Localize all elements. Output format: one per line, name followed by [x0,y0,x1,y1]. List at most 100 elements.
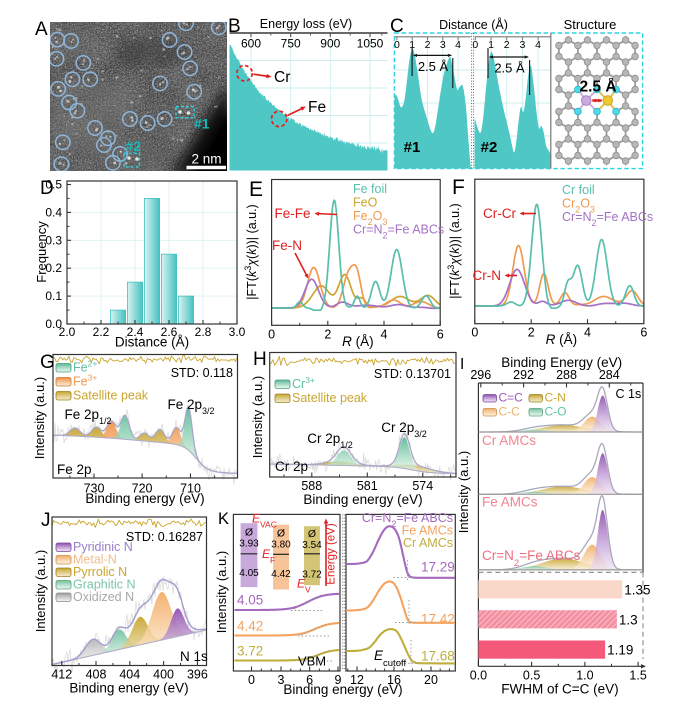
svg-text:12: 12 [350,673,364,687]
svg-text:588: 588 [301,479,322,493]
svg-text:710: 710 [180,482,201,496]
svg-text:1: 1 [409,39,415,51]
svg-text:C=C: C=C [499,391,524,405]
svg-text:17.29: 17.29 [421,560,455,575]
svg-text:|FT(k3χ(k))| (a.u.): |FT(k3χ(k))| (a.u.) [243,204,259,299]
svg-text:EF: EF [262,547,275,565]
svg-text:3.80: 3.80 [271,540,291,551]
svg-text:|FT(k3χ(k))| (a.u.): |FT(k3χ(k))| (a.u.) [446,203,462,298]
svg-text:412: 412 [51,668,72,682]
svg-text:Ecutoff: Ecutoff [374,648,406,669]
svg-text:E: E [249,178,263,201]
svg-text:2.5 Å: 2.5 Å [418,59,449,74]
svg-text:581: 581 [357,479,378,493]
svg-text:Cr foil: Cr foil [562,183,595,197]
svg-text:Intensity (a.u.): Intensity (a.u.) [32,377,47,459]
svg-text:Fe2O3: Fe2O3 [353,209,387,227]
svg-text:Pyridinic N: Pyridinic N [73,540,133,554]
svg-text:2.8: 2.8 [195,325,212,339]
svg-text:1.5: 1.5 [629,669,646,683]
svg-text:Binding energy (eV): Binding energy (eV) [303,492,422,507]
svg-text:Cr=N2=Fe ABCs: Cr=N2=Fe ABCs [353,223,444,241]
svg-text:2.4: 2.4 [127,325,144,339]
svg-text:Intensity (a.u.): Intensity (a.u.) [214,551,229,633]
svg-text:Distance (Å): Distance (Å) [439,17,508,32]
svg-text:3.93: 3.93 [239,539,259,550]
svg-text:0: 0 [472,39,478,51]
svg-text:720: 720 [132,482,153,496]
svg-text:#2: #2 [481,139,498,156]
svg-text:Ø: Ø [245,527,253,539]
svg-text:Fe foil: Fe foil [353,182,387,196]
svg-text:K: K [218,510,229,528]
svg-text:Fe AMCs: Fe AMCs [482,495,538,510]
svg-text:2: 2 [504,39,510,51]
svg-text:Energy (eV): Energy (eV) [326,523,338,585]
svg-text:900: 900 [320,37,340,51]
svg-text:C-O: C-O [545,405,567,419]
svg-text:4: 4 [535,39,541,51]
svg-text:3.72: 3.72 [237,644,263,659]
svg-text:2 nm: 2 nm [191,152,221,167]
svg-text:STD: 0.16287: STD: 0.16287 [126,530,203,544]
svg-text:292: 292 [513,368,534,382]
svg-text:Pyrrolic N: Pyrrolic N [73,565,127,579]
svg-text:Binding energy (eV): Binding energy (eV) [69,681,188,696]
svg-text:Binding energy (eV): Binding energy (eV) [85,491,204,506]
svg-text:3: 3 [278,673,285,687]
svg-text:2.5 Å: 2.5 Å [579,79,616,96]
svg-text:1.0: 1.0 [576,669,593,683]
svg-text:Distance (Å): Distance (Å) [115,335,189,350]
svg-text:0.4: 0.4 [45,205,62,219]
svg-text:1.3: 1.3 [619,613,638,628]
svg-text:600: 600 [241,37,261,51]
svg-text:Cr=N2=Fe ABCs: Cr=N2=Fe ABCs [562,210,653,228]
svg-text:2.5 Å: 2.5 Å [494,61,525,76]
svg-text:0.5: 0.5 [45,178,62,192]
svg-text:Cr=N2=Fe ABCs: Cr=N2=Fe ABCs [362,511,453,529]
svg-text:FeO: FeO [353,196,378,210]
svg-text:D: D [40,178,54,199]
svg-text:6: 6 [437,327,444,341]
svg-text:0.0: 0.0 [45,317,62,331]
svg-text:Structure: Structure [564,17,617,32]
svg-text:B: B [228,16,241,37]
svg-text:1: 1 [488,39,494,51]
svg-text:Metal-N: Metal-N [73,553,117,567]
svg-text:17.42: 17.42 [421,612,455,627]
svg-text:J: J [41,510,51,531]
svg-text:0.0: 0.0 [470,669,487,683]
svg-text:4.42: 4.42 [271,569,291,580]
svg-text:STD: 0.118: STD: 0.118 [171,366,233,380]
svg-text:0: 0 [394,39,400,51]
svg-text:3: 3 [440,39,446,51]
svg-text:Fe 2p: Fe 2p [57,462,92,477]
svg-text:2.6: 2.6 [161,325,178,339]
svg-text:Cr AMCs: Cr AMCs [482,433,536,448]
svg-text:#1: #1 [194,116,210,132]
svg-text:4.05: 4.05 [237,593,263,608]
svg-text:1050: 1050 [357,37,384,51]
svg-text:C 1s: C 1s [616,387,642,401]
svg-text:Intensity (a.u.): Intensity (a.u.) [250,376,265,458]
svg-text:F: F [452,176,465,199]
svg-text:Oxidized N: Oxidized N [73,590,134,604]
svg-text:730: 730 [84,482,105,496]
svg-text:Cr-N: Cr-N [473,268,502,283]
svg-text:G: G [40,352,55,373]
svg-text:17.68: 17.68 [421,649,455,664]
svg-text:408: 408 [86,668,107,682]
svg-text:574: 574 [412,479,433,493]
svg-text:Frequency: Frequency [34,221,49,283]
svg-text:2.2: 2.2 [93,325,110,339]
svg-text:Cr-Cr: Cr-Cr [483,206,516,221]
svg-text:3.54: 3.54 [302,540,322,551]
svg-text:0.3: 0.3 [45,233,62,247]
svg-text:16: 16 [387,673,401,687]
svg-text:Intensity (a.u.): Intensity (a.u.) [456,451,471,533]
svg-text:6: 6 [306,673,313,687]
svg-text:20: 20 [424,673,438,687]
svg-text:C-N: C-N [545,391,566,405]
svg-text:Satellite peak: Satellite peak [73,389,149,403]
svg-text:404: 404 [119,668,140,682]
